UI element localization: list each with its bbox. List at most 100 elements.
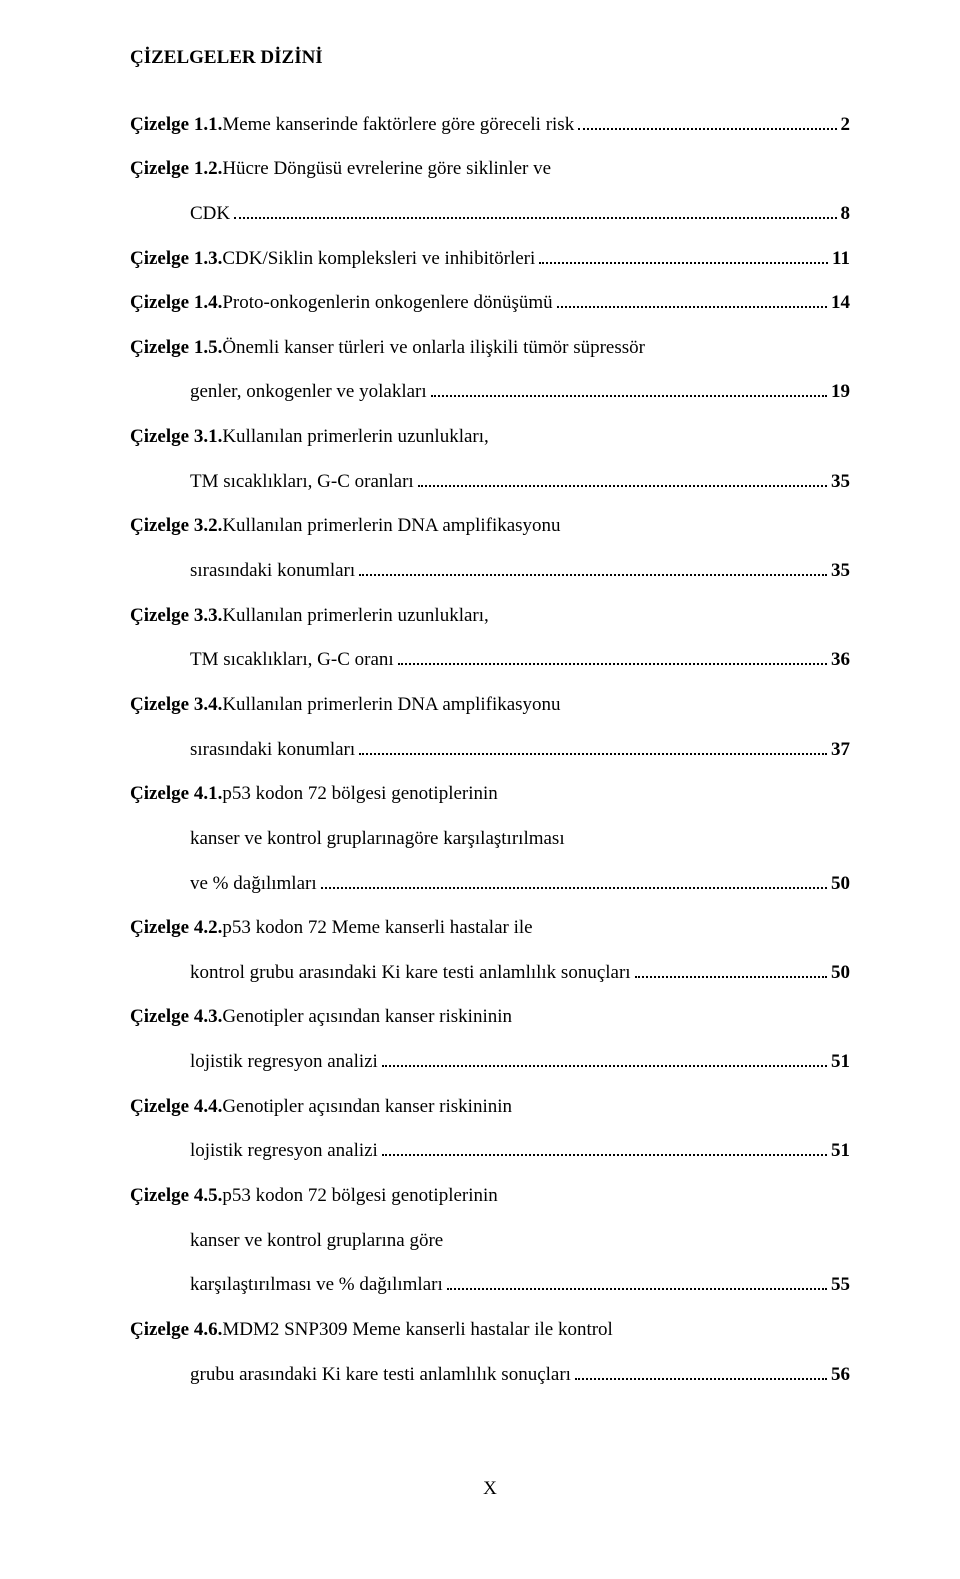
toc-entry-label: Çizelge 3.4.	[130, 683, 222, 728]
toc-page-number: 50	[831, 951, 850, 996]
toc-entry: Çizelge 3.3. Kullanılan primerlerin uzun…	[130, 594, 850, 639]
toc-entry-continuation: sırasındaki konumları 35	[130, 549, 850, 594]
toc-page-number: 35	[831, 460, 850, 505]
toc-leader-dots	[635, 964, 827, 977]
toc-entry: Çizelge 3.4. Kullanılan primerlerin DNA …	[130, 683, 850, 728]
toc-entry-text: Genotipler açısından kanser riskininin	[222, 1085, 512, 1130]
toc-entry-text: Meme kanserinde faktörlere göre göreceli…	[222, 103, 574, 148]
toc-entry-text: Kullanılan primerlerin DNA amplifikasyon…	[222, 683, 560, 728]
toc-entry-continuation: kanser ve kontrol gruplarınagöre karşıla…	[130, 817, 850, 862]
toc-entry-continuation: TM sıcaklıkları, G-C oranı 36	[130, 638, 850, 683]
toc-leader-dots	[578, 116, 836, 129]
toc-entry-continuation: CDK 8	[130, 192, 850, 237]
toc-entry-text: lojistik regresyon analizi	[190, 1129, 378, 1174]
toc-entry-label: Çizelge 4.3.	[130, 995, 222, 1040]
toc-page-number: 55	[831, 1263, 850, 1308]
toc-entry-label: Çizelge 1.5.	[130, 326, 222, 371]
page-number-footer: X	[130, 1467, 850, 1512]
toc-entry-text: p53 kodon 72 Meme kanserli hastalar ile	[222, 906, 532, 951]
toc-entry-text: karşılaştırılması ve % dağılımları	[190, 1263, 443, 1308]
toc-entry: Çizelge 1.2. Hücre Döngüsü evrelerine gö…	[130, 147, 850, 192]
toc-entry: Çizelge 4.2. p53 kodon 72 Meme kanserli …	[130, 906, 850, 951]
toc-entry-text: CDK	[190, 192, 230, 237]
toc-entry-text: p53 kodon 72 bölgesi genotiplerinin	[222, 1174, 497, 1219]
toc-leader-dots	[382, 1054, 827, 1067]
toc-entry-continuation: karşılaştırılması ve % dağılımları 55	[130, 1263, 850, 1308]
toc-entry: Çizelge 4.3. Genotipler açısından kanser…	[130, 995, 850, 1040]
toc-entry-text: p53 kodon 72 bölgesi genotiplerinin	[222, 772, 497, 817]
page-container: ÇİZELGELER DİZİNİ Çizelge 1.1. Meme kans…	[0, 0, 960, 1552]
toc-entry-label: Çizelge 4.6.	[130, 1308, 222, 1353]
toc-entry-text: Kullanılan primerlerin uzunlukları,	[222, 415, 488, 460]
toc-leader-dots	[447, 1277, 827, 1290]
toc-entry: Çizelge 3.1. Kullanılan primerlerin uzun…	[130, 415, 850, 460]
toc-leader-dots	[431, 384, 827, 397]
toc-entry-text: Kullanılan primerlerin DNA amplifikasyon…	[222, 504, 560, 549]
toc-leader-dots	[234, 206, 836, 219]
toc-leader-dots	[398, 652, 827, 665]
toc-entry-continuation: sırasındaki konumları37	[130, 728, 850, 773]
toc-entry-text: lojistik regresyon analizi	[190, 1040, 378, 1085]
toc-entry-text: MDM2 SNP309 Meme kanserli hastalar ile k…	[222, 1308, 613, 1353]
toc-entry-label: Çizelge 4.5.	[130, 1174, 222, 1219]
toc-page-number: 36	[831, 638, 850, 683]
toc-entry-text: Proto-onkogenlerin onkogenlere dönüşümü	[222, 281, 552, 326]
toc-entry-continuation: TM sıcaklıkları, G-C oranları 35	[130, 460, 850, 505]
toc-entry-label: Çizelge 4.4.	[130, 1085, 222, 1130]
toc-entry-text: sırasındaki konumları	[190, 549, 355, 594]
toc-leader-dots	[321, 875, 827, 888]
page-title: ÇİZELGELER DİZİNİ	[130, 36, 850, 81]
toc-page-number: 35	[831, 549, 850, 594]
toc-leader-dots	[359, 741, 827, 754]
toc-page-number: 14	[831, 281, 850, 326]
toc-entry: Çizelge 1.3. CDK/Siklin kompleksleri ve …	[130, 237, 850, 282]
toc-entry-continuation: ve % dağılımları50	[130, 862, 850, 907]
toc-page-number: 11	[832, 237, 850, 282]
toc-page-number: 37	[831, 728, 850, 773]
toc-entry: Çizelge 4.1. p53 kodon 72 bölgesi genoti…	[130, 772, 850, 817]
toc-entry-label: Çizelge 4.2.	[130, 906, 222, 951]
toc-entry-label: Çizelge 1.2.	[130, 147, 222, 192]
toc-entry: Çizelge 1.5. Önemli kanser türleri ve on…	[130, 326, 850, 371]
toc-entry-text: genler, onkogenler ve yolakları	[190, 370, 427, 415]
toc-entry-label: Çizelge 1.4.	[130, 281, 222, 326]
toc-page-number: 19	[831, 370, 850, 415]
toc-entry: Çizelge 1.4. Proto-onkogenlerin onkogenl…	[130, 281, 850, 326]
toc-entry-text: Hücre Döngüsü evrelerine göre siklinler …	[222, 147, 551, 192]
toc-entry-text: kanser ve kontrol gruplarınagöre karşıla…	[190, 817, 565, 862]
toc-entry-text: Önemli kanser türleri ve onlarla ilişkil…	[222, 326, 645, 371]
table-of-contents: Çizelge 1.1. Meme kanserinde faktörlere …	[130, 103, 850, 1398]
toc-entry-text: grubu arasındaki Ki kare testi anlamlılı…	[190, 1353, 571, 1398]
toc-page-number: 56	[831, 1353, 850, 1398]
toc-entry-label: Çizelge 1.1.	[130, 103, 222, 148]
toc-page-number: 51	[831, 1129, 850, 1174]
toc-page-number: 50	[831, 862, 850, 907]
toc-entry: Çizelge 3.2. Kullanılan primerlerin DNA …	[130, 504, 850, 549]
toc-entry-continuation: kanser ve kontrol gruplarına göre	[130, 1219, 850, 1264]
toc-entry-text: TM sıcaklıkları, G-C oranı	[190, 638, 394, 683]
toc-entry-continuation: genler, onkogenler ve yolakları 19	[130, 370, 850, 415]
toc-entry-continuation: lojistik regresyon analizi 51	[130, 1129, 850, 1174]
toc-entry: Çizelge 4.6. MDM2 SNP309 Meme kanserli h…	[130, 1308, 850, 1353]
toc-entry: Çizelge 4.5. p53 kodon 72 bölgesi genoti…	[130, 1174, 850, 1219]
toc-page-number: 2	[841, 103, 851, 148]
toc-leader-dots	[359, 563, 827, 576]
toc-entry-text: CDK/Siklin kompleksleri ve inhibitörleri	[222, 237, 535, 282]
toc-page-number: 8	[841, 192, 851, 237]
toc-leader-dots	[382, 1143, 827, 1156]
toc-leader-dots	[418, 473, 827, 486]
toc-entry-continuation: lojistik regresyon analizi 51	[130, 1040, 850, 1085]
toc-entry-label: Çizelge 3.1.	[130, 415, 222, 460]
toc-entry-label: Çizelge 1.3.	[130, 237, 222, 282]
toc-leader-dots	[575, 1366, 827, 1379]
toc-entry-label: Çizelge 3.2.	[130, 504, 222, 549]
toc-entry: Çizelge 4.4. Genotipler açısından kanser…	[130, 1085, 850, 1130]
toc-entry-label: Çizelge 4.1.	[130, 772, 222, 817]
toc-entry-label: Çizelge 3.3.	[130, 594, 222, 639]
toc-entry-text: kontrol grubu arasındaki Ki kare testi a…	[190, 951, 631, 996]
toc-entry-text: TM sıcaklıkları, G-C oranları	[190, 460, 414, 505]
toc-entry-text: kanser ve kontrol gruplarına göre	[190, 1219, 443, 1264]
toc-entry-continuation: kontrol grubu arasındaki Ki kare testi a…	[130, 951, 850, 996]
toc-entry-text: Kullanılan primerlerin uzunlukları,	[222, 594, 488, 639]
toc-page-number: 51	[831, 1040, 850, 1085]
